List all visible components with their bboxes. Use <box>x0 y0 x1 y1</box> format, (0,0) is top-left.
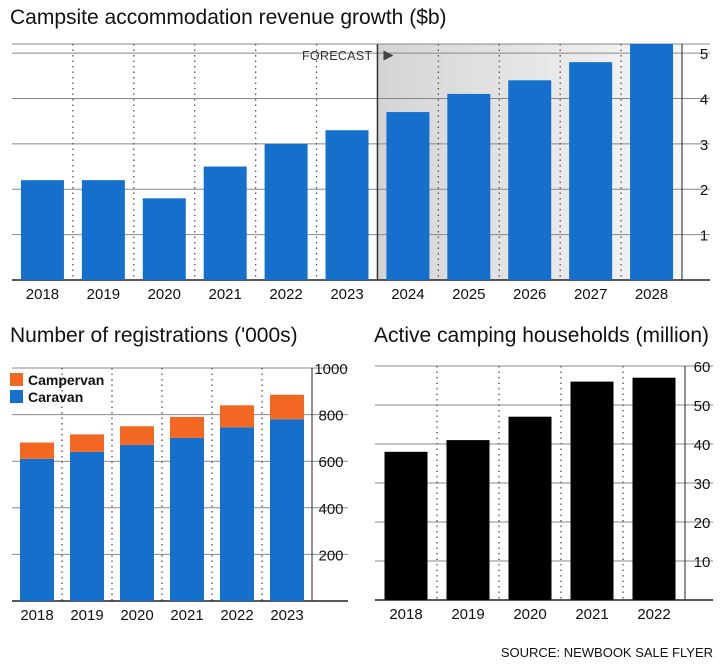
x-tick-label: 2022 <box>220 607 253 624</box>
bar-segment-caravan <box>220 427 254 601</box>
x-tick-label: 2020 <box>148 286 181 303</box>
bar-segment-campervan <box>20 442 54 459</box>
bar <box>447 93 491 280</box>
y-tick-label: 40 <box>694 437 711 454</box>
bar <box>81 180 125 280</box>
y-tick-label: 200 <box>318 547 343 564</box>
chart-title: Campsite accommodation revenue growth ($… <box>10 6 447 29</box>
y-tick-label: 2 <box>700 182 708 199</box>
y-tick-label: 50 <box>694 398 711 415</box>
x-tick-label: 2028 <box>635 286 668 303</box>
y-tick-label: 3 <box>700 137 708 154</box>
x-tick-label: 2021 <box>575 606 608 623</box>
forecast-arrow-icon <box>383 50 394 61</box>
x-tick-label: 2018 <box>20 607 53 624</box>
bar-segment-caravan <box>170 437 204 601</box>
y-tick-label: 5 <box>700 46 708 63</box>
x-tick-label: 2018 <box>26 286 59 303</box>
x-tick-label: 2023 <box>330 286 363 303</box>
bar <box>569 62 613 281</box>
bar-segment-campervan <box>270 394 304 420</box>
legend-label: Caravan <box>28 389 83 405</box>
x-tick-label: 2020 <box>120 607 153 624</box>
bar-segment-caravan <box>70 451 104 601</box>
x-tick-label: 2025 <box>452 286 485 303</box>
bar <box>630 44 674 280</box>
y-tick-label: 20 <box>694 515 711 532</box>
x-tick-label: 2027 <box>574 286 607 303</box>
y-tick-label: 60 <box>694 359 711 376</box>
y-tick-label: 30 <box>694 476 711 493</box>
x-tick-label: 2018 <box>389 606 422 623</box>
x-tick-label: 2020 <box>513 606 546 623</box>
bar-segment-caravan <box>120 444 154 601</box>
bar-segment-campervan <box>170 416 204 438</box>
bar <box>142 198 186 280</box>
bar-segment-caravan <box>270 419 304 601</box>
source-note: SOURCE: NEWBOOK SALE FLYER <box>501 645 713 660</box>
bar <box>203 166 247 280</box>
bar-segment-caravan <box>20 458 54 601</box>
bar <box>508 80 552 280</box>
x-tick-label: 2019 <box>451 606 484 623</box>
bar <box>386 112 430 280</box>
x-tick-label: 2019 <box>70 607 103 624</box>
bar-segment-campervan <box>70 434 104 452</box>
bar <box>20 180 64 280</box>
x-tick-label: 2021 <box>208 286 241 303</box>
legend-label: Campervan <box>28 372 104 388</box>
y-tick-label: 600 <box>318 454 343 471</box>
y-tick-label: 1000 <box>314 361 347 378</box>
y-tick-label: 10 <box>694 554 711 571</box>
chart-title: Active camping households (million) <box>374 324 709 347</box>
y-tick-label: 400 <box>318 501 343 518</box>
bar <box>632 377 676 600</box>
x-tick-label: 2026 <box>513 286 546 303</box>
bar <box>264 143 308 280</box>
y-tick-label: 4 <box>700 91 708 108</box>
x-tick-label: 2022 <box>637 606 670 623</box>
y-tick-label: 1 <box>700 228 708 245</box>
x-tick-label: 2019 <box>87 286 120 303</box>
bar <box>384 451 428 600</box>
chart-title: Number of registrations ('000s) <box>10 324 298 347</box>
x-tick-label: 2024 <box>391 286 424 303</box>
revenue-chart: Campsite accommodation revenue growth ($… <box>10 6 710 303</box>
bar-segment-campervan <box>120 426 154 445</box>
x-tick-label: 2021 <box>170 607 203 624</box>
forecast-label: FORECAST <box>302 49 373 63</box>
bar <box>446 440 490 600</box>
legend-swatch <box>10 373 23 386</box>
bar <box>325 130 369 280</box>
bar <box>570 381 614 600</box>
households-chart: Active camping households (million) 2018… <box>374 324 713 623</box>
x-tick-label: 2022 <box>269 286 302 303</box>
x-tick-label: 2023 <box>270 607 303 624</box>
bar-segment-campervan <box>220 405 254 428</box>
y-tick-label: 800 <box>318 408 343 425</box>
legend-swatch <box>10 390 23 403</box>
registrations-chart: Number of registrations ('000s) Camperva… <box>10 324 348 624</box>
bar <box>508 416 552 600</box>
